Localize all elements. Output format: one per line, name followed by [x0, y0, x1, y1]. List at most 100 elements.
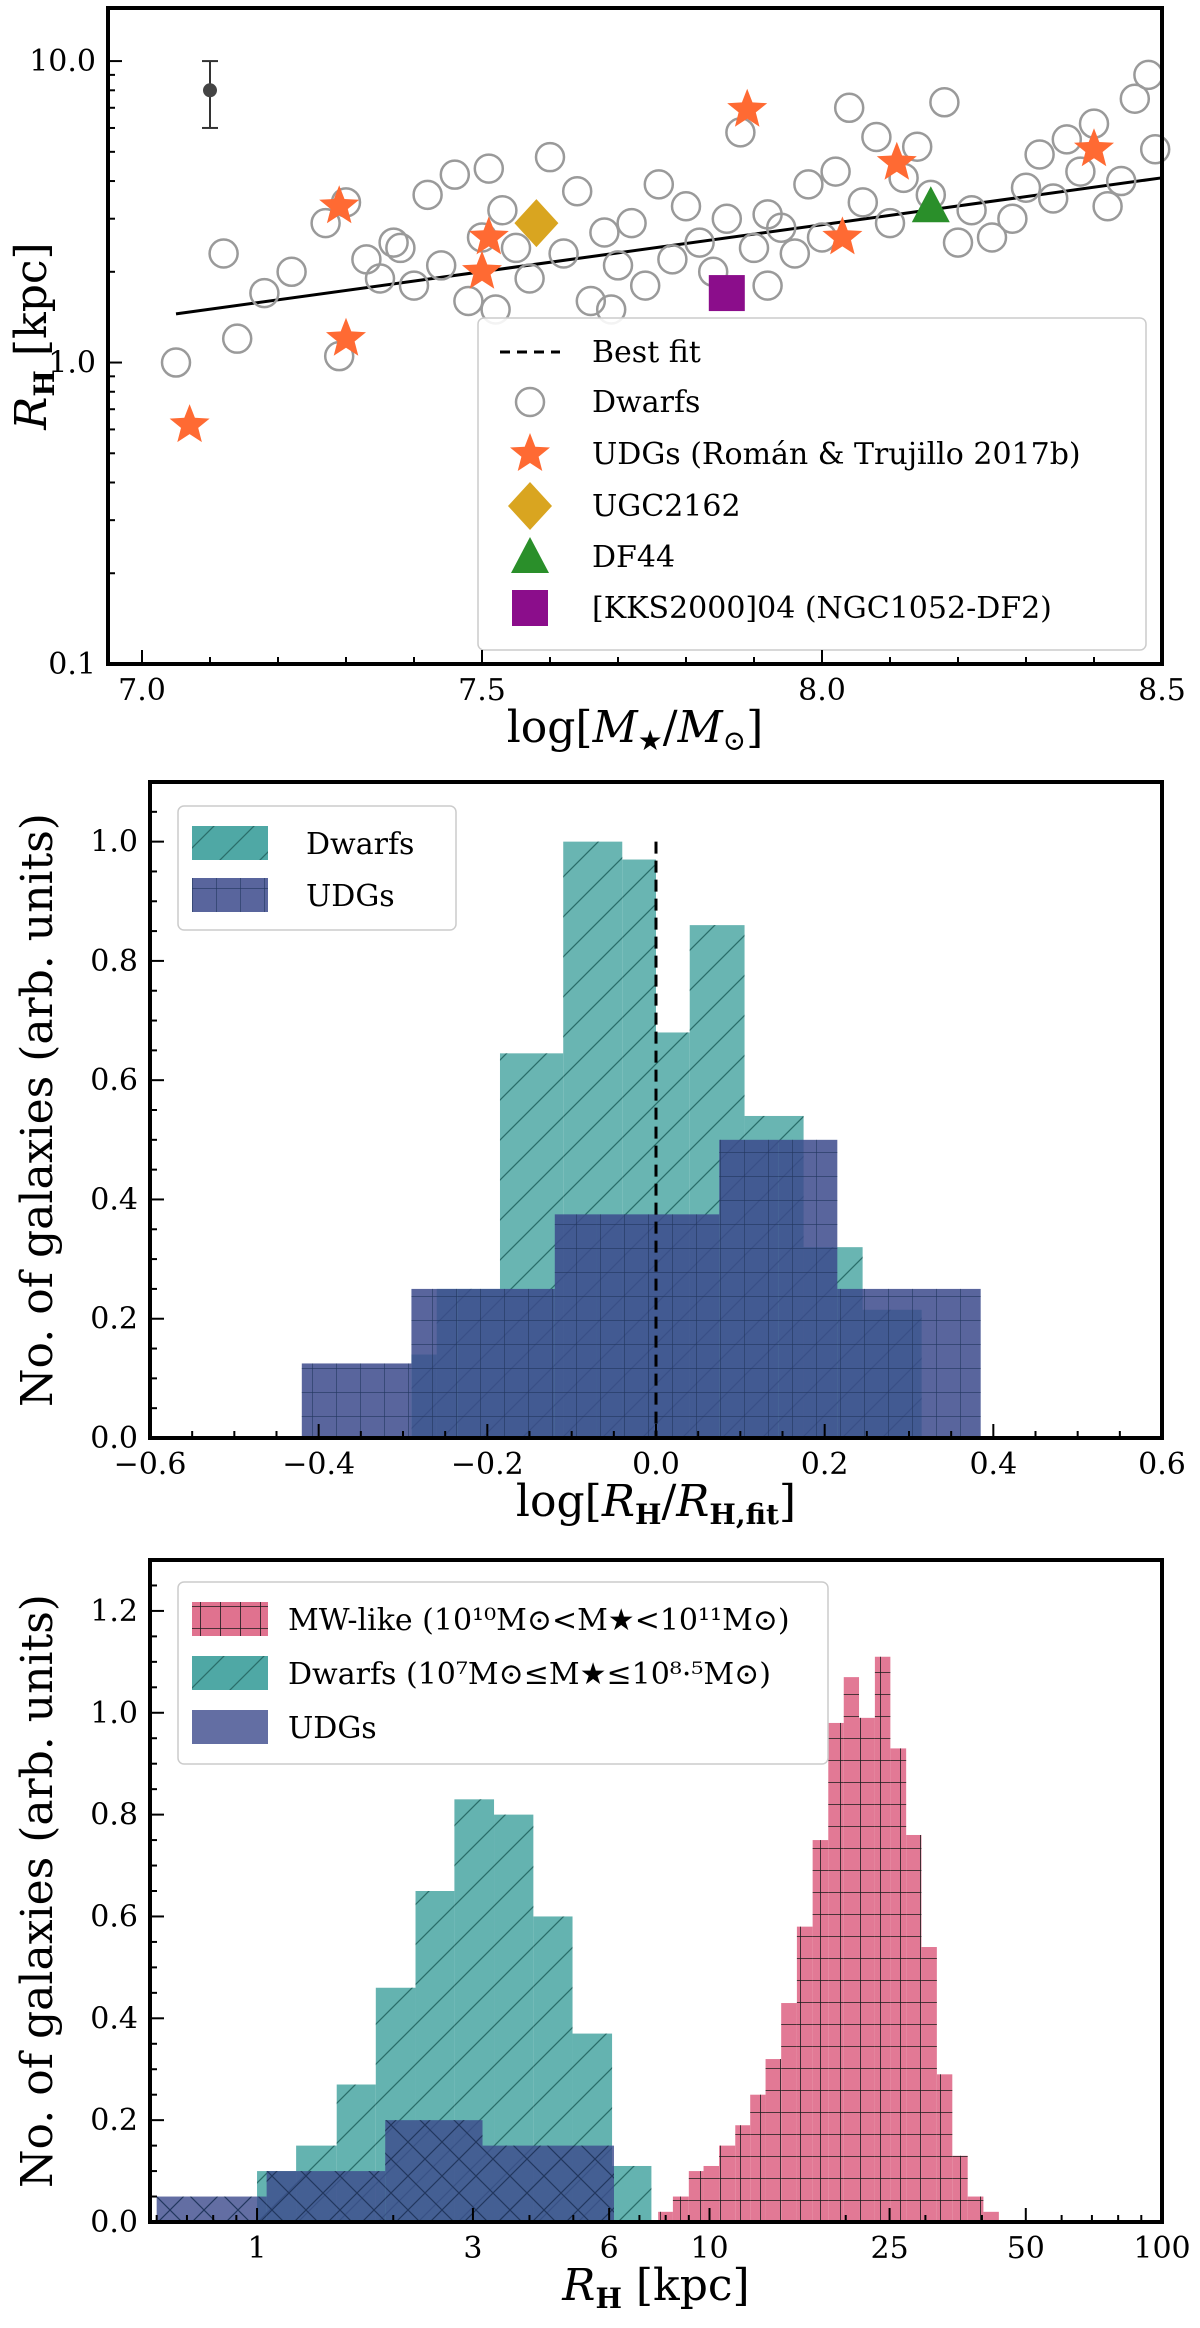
mw-like-bar-hatch [952, 2155, 968, 2222]
x-axis-title: RH [kpc] [561, 2260, 749, 2315]
udgs-bar-hatch [554, 1214, 597, 1438]
udgs-bar-hatch [837, 1288, 981, 1438]
legend-udgs-swatch [192, 1710, 268, 1744]
dwarf-point [1092, 190, 1123, 222]
mw-like-bar-hatch [967, 2196, 984, 2222]
dwarf-point [160, 347, 192, 378]
x-axis-title: log[M★/M⊙] [507, 702, 764, 757]
kks2000-point [708, 275, 745, 312]
mw-like-bar-hatch [921, 1947, 937, 2222]
y-tick-label: 0.1 [48, 647, 96, 682]
x-tick-label: 0.6 [1138, 1447, 1186, 1482]
legend: Best fit Dwarfs UDGs (Román & Trujillo 201… [477, 317, 1147, 651]
dwarf-point [398, 270, 430, 301]
error-bar-point [203, 83, 217, 98]
x-tick-label: 7.0 [118, 673, 166, 708]
mw-like-bar-hatch [735, 2125, 751, 2222]
dwarf-point [874, 207, 906, 239]
panel-size-mass-scatter: Best fit Dwarfs UDGs (Román & Trujillo 201… [6, 6, 1186, 757]
dwarf-point [657, 244, 688, 275]
axes-frame [148, 780, 1164, 1440]
dwarf-point [310, 207, 341, 239]
dwarf-point [643, 169, 675, 200]
udgs-bar-hatch [596, 1214, 720, 1438]
mw-like-bar-hatch [781, 2003, 797, 2222]
udg-point [169, 404, 210, 443]
legend-dwarfs-swatch-hatch [192, 1656, 268, 1690]
dwarf-point [1139, 133, 1171, 165]
legend-label: UDGs [306, 879, 395, 914]
y-tick-label: 1.0 [48, 346, 96, 381]
dwarf-point [997, 203, 1028, 234]
y-tick-label: 1.0 [90, 1696, 138, 1731]
dwarf-point [1051, 124, 1083, 155]
dwarf-point [616, 207, 647, 239]
y-axis-title: RH [kpc] [6, 242, 61, 430]
axes-frame [106, 6, 1164, 666]
legend-label: Best fit [592, 335, 701, 370]
dwarf-point [602, 250, 634, 281]
mw-like-bar-hatch [890, 1748, 907, 2222]
udgs-bar-hatch [719, 1139, 779, 1438]
dwarf-point [670, 190, 702, 222]
legend-dwarfs-swatch [514, 386, 546, 418]
dwarf-point [589, 217, 620, 248]
dwarf-point [1119, 83, 1151, 114]
dwarf-point [378, 227, 409, 258]
dwarf-point [453, 285, 484, 317]
legend: Dwarfs UDGs [177, 805, 457, 931]
mw-like-bar-hatch [812, 1840, 829, 2222]
dwarf-point [629, 270, 661, 301]
legend-label: UGC2162 [592, 489, 741, 524]
y-axis-title: No. of galaxies (arb. units) [12, 813, 63, 1407]
dwarf-point [765, 212, 797, 243]
dwarf-point [1010, 172, 1042, 204]
dwarf-point [561, 176, 593, 207]
udgs-bar-hatch [482, 2145, 614, 2222]
udg-point [1074, 128, 1114, 167]
udgs-bar-hatch [301, 1363, 412, 1438]
dwarf-point [208, 238, 239, 269]
dwarf-point [847, 187, 879, 218]
y-tick-label: 0.4 [90, 2001, 138, 2036]
x-tick-label: 10 [690, 2231, 728, 2266]
dwarf-point [412, 179, 443, 211]
dwarf-point [976, 222, 1008, 253]
legend-udgs-swatch [510, 433, 550, 471]
dwarf-point [473, 153, 505, 184]
mw-like-bar-hatch [936, 2074, 953, 2222]
x-tick-label: −0.4 [282, 1447, 355, 1482]
x-tick-label: 100 [1133, 2231, 1190, 2266]
dwarf-point [901, 131, 933, 162]
legend: MW-like (10¹⁰M⊙<M★<10¹¹M⊙) Dwarfs (10⁷M⊙≤… [177, 1581, 829, 1765]
legend-dwarfs-swatch-hatch [192, 826, 268, 860]
dwarf-point [684, 227, 715, 258]
legend-kks2000-swatch [512, 590, 548, 626]
dwarf-point [1133, 59, 1164, 91]
legend-label: UDGs [288, 1711, 377, 1746]
udg-point [468, 216, 509, 255]
dwarf-point [351, 244, 382, 275]
x-tick-label: −0.2 [451, 1447, 524, 1482]
y-tick-label: 0.4 [90, 1182, 138, 1217]
y-tick-label: 1.2 [90, 1594, 138, 1629]
legend-label: DF44 [592, 540, 675, 575]
axes-frame [148, 1558, 1164, 2224]
y-tick-label: 0.2 [90, 2103, 138, 2138]
mw-like-bar-hatch [874, 1656, 891, 2222]
dwarf-point [385, 232, 416, 264]
y-tick-label: 10.0 [29, 44, 96, 79]
dwarf-point [487, 195, 518, 226]
legend-box [177, 1581, 829, 1765]
legend-label: MW-like (10¹⁰M⊙<M★<10¹¹M⊙) [288, 1603, 790, 1638]
dwarf-point [833, 92, 865, 124]
dwarf-point [534, 141, 566, 173]
mw-like-bar-hatch [796, 1926, 813, 2222]
x-tick-label: 8.5 [1138, 673, 1186, 708]
dwarf-point [1065, 156, 1096, 187]
x-tick-label: 6 [600, 2231, 619, 2266]
dwarf-point [752, 270, 783, 301]
x-tick-label: 50 [1007, 2231, 1045, 2266]
dwarf-point [575, 285, 607, 317]
x-tick-label: 7.5 [458, 673, 506, 708]
